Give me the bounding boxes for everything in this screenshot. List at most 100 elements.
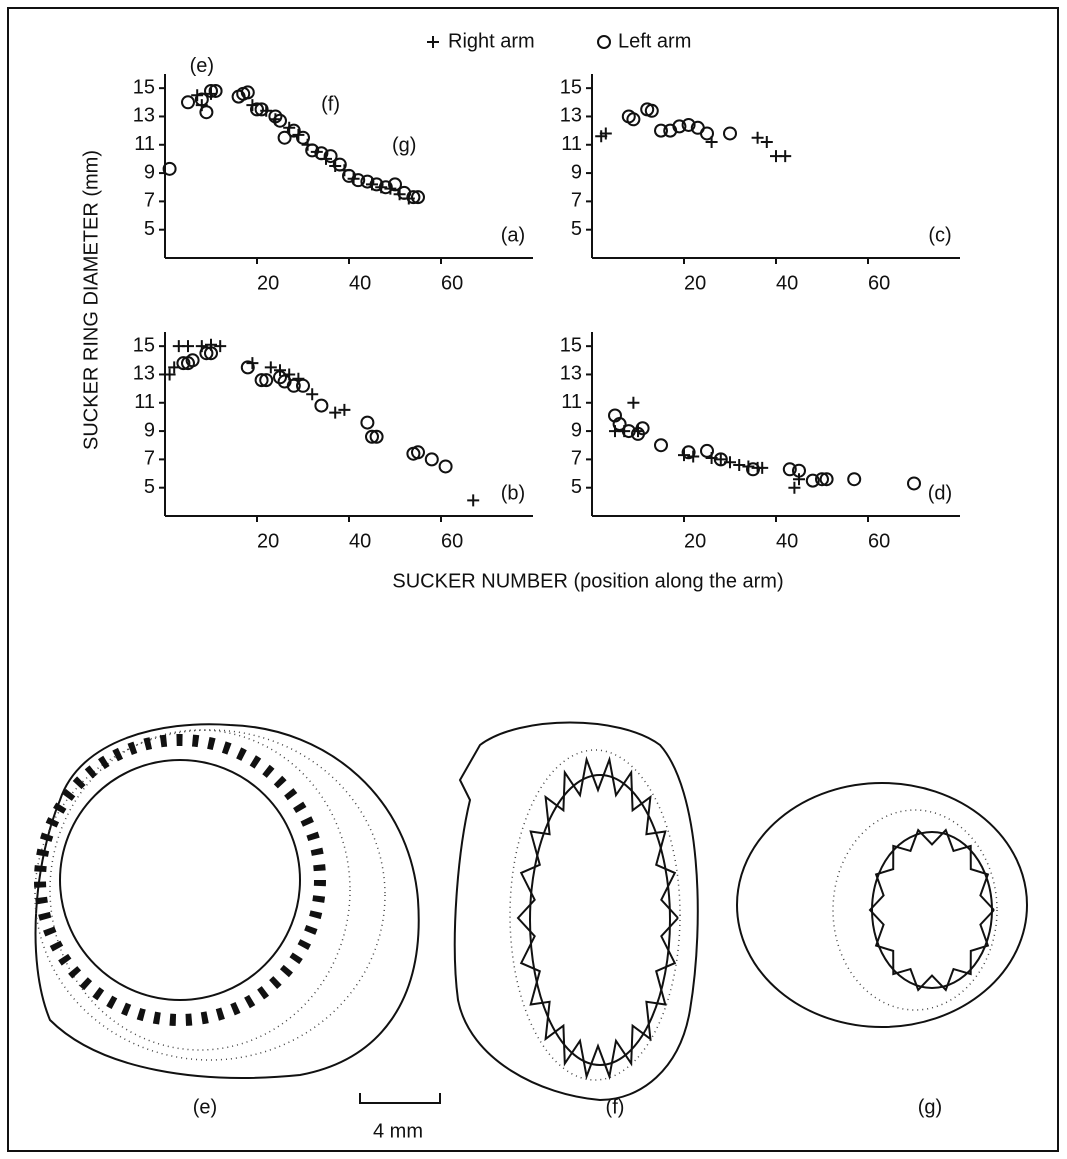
y-tick-label: 7 (571, 448, 582, 470)
point-right-arm (214, 340, 227, 353)
y-tick-label: 11 (561, 133, 582, 155)
y-tick-label: 5 (571, 476, 582, 498)
point-left-arm (199, 105, 214, 120)
point-left-arm (323, 149, 338, 164)
point-right-arm (627, 396, 640, 409)
y-tick-label: 7 (144, 448, 155, 470)
point-left-arm (782, 462, 797, 477)
point-left-arm (277, 130, 292, 145)
point-left-arm (815, 472, 829, 487)
point-left-arm (254, 373, 269, 388)
y-tick-label: 5 (571, 218, 582, 240)
point-left-arm (273, 113, 287, 128)
y-tick-label: 13 (560, 105, 582, 127)
scale-bar-label: 4 mm (373, 1120, 423, 1142)
panel-label: (d) (928, 482, 952, 504)
point-right-arm (733, 459, 746, 472)
point-left-arm (388, 177, 402, 192)
point-left-arm (162, 161, 177, 176)
outer-ring (453, 721, 699, 1102)
point-right-arm (329, 406, 342, 419)
point-left-arm (259, 373, 274, 388)
dotted-ring (832, 809, 998, 1011)
y-axis-label: SUCKER RING DIAMETER (mm) (80, 150, 102, 450)
point-left-arm (176, 356, 191, 371)
y-tick-label: 9 (571, 419, 582, 441)
x-tick-label: 60 (441, 530, 463, 552)
y-tick-label: 13 (133, 363, 155, 385)
point-left-arm (369, 177, 384, 192)
point-right-arm (760, 135, 773, 148)
y-tick-label: 13 (560, 363, 582, 385)
point-left-arm (438, 459, 453, 474)
x-tick-label: 40 (776, 530, 798, 552)
inner-ring (871, 831, 993, 989)
dotted-ring (49, 729, 351, 1051)
sucker-drawing-g (736, 782, 1028, 1028)
panel-label: (b) (501, 482, 525, 504)
teeth (868, 828, 995, 992)
y-tick-label: 15 (560, 334, 582, 356)
x-tick-label: 40 (776, 272, 798, 294)
x-tick-label: 20 (684, 272, 706, 294)
point-left-arm (360, 415, 375, 430)
point-left-arm (208, 83, 223, 98)
y-tick-label: 11 (134, 133, 155, 155)
point-right-arm (338, 403, 351, 416)
point-left-arm (681, 445, 696, 460)
point-right-arm (793, 473, 805, 486)
point-left-arm (314, 398, 329, 413)
point-left-arm (360, 174, 375, 189)
y-tick-label: 5 (144, 218, 155, 240)
point-left-arm (250, 102, 264, 117)
point-left-arm (369, 429, 384, 444)
point-left-arm (654, 438, 668, 453)
point-left-arm (792, 463, 806, 478)
legend-label: Left arm (618, 30, 691, 52)
x-tick-label: 60 (441, 272, 463, 294)
x-tick-label: 20 (684, 530, 706, 552)
point-left-arm (406, 190, 421, 205)
point-left-arm (411, 445, 425, 460)
point-left-arm (819, 472, 834, 487)
point-right-arm (714, 453, 727, 466)
x-tick-label: 40 (349, 530, 371, 552)
point-left-arm (746, 462, 760, 477)
x-tick-label: 60 (868, 272, 890, 294)
point-left-arm (332, 157, 347, 172)
point-left-arm (411, 190, 425, 205)
point-left-arm (204, 83, 218, 98)
legend-marker (597, 35, 611, 49)
point-left-arm (181, 95, 195, 110)
sucker-drawing-e (34, 723, 420, 1079)
point-left-arm (378, 180, 393, 195)
point-right-arm (163, 368, 176, 381)
x-tick-label: 20 (257, 272, 279, 294)
y-tick-label: 11 (134, 391, 155, 413)
y-tick-label: 9 (144, 161, 155, 183)
point-left-arm (314, 146, 329, 161)
point-right-arm (274, 364, 286, 377)
drawing-label: (f) (606, 1096, 625, 1118)
point-left-arm (296, 378, 310, 393)
teeth (34, 734, 326, 1026)
annotation: (g) (392, 134, 416, 156)
point-left-arm (612, 417, 627, 431)
x-tick-label: 20 (257, 530, 279, 552)
point-left-arm (240, 85, 255, 100)
y-tick-label: 11 (561, 391, 582, 413)
point-left-arm (635, 421, 650, 436)
x-tick-label: 60 (868, 530, 890, 552)
point-left-arm (268, 109, 283, 124)
point-left-arm (672, 119, 687, 134)
y-tick-label: 9 (571, 161, 582, 183)
legend-label: Right arm (448, 30, 535, 52)
point-left-arm (681, 117, 696, 132)
drawing-label: (g) (918, 1096, 942, 1118)
point-right-arm (599, 127, 612, 140)
y-tick-label: 7 (571, 190, 582, 212)
point-left-arm (654, 123, 668, 138)
point-left-arm (700, 443, 714, 458)
dotted-ring (34, 729, 386, 1061)
